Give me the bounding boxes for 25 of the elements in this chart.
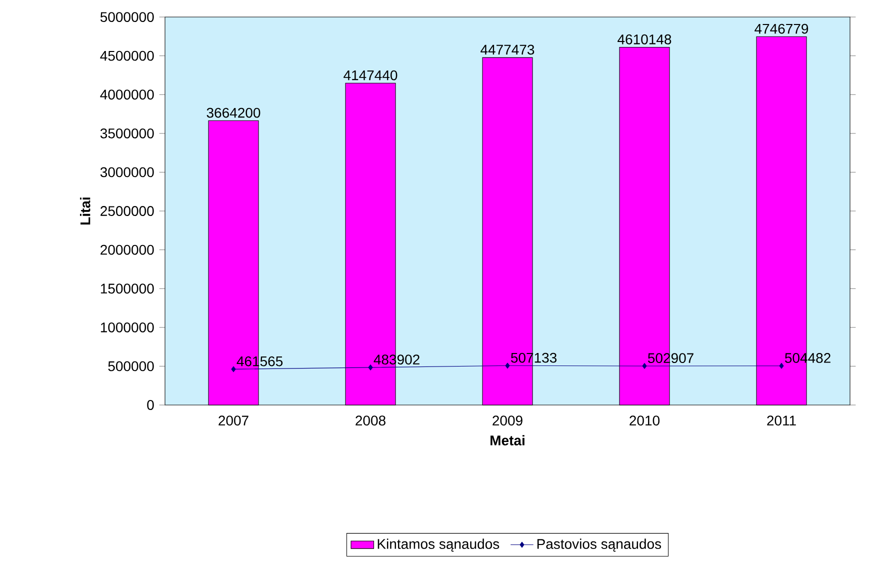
data-label: 3664200 — [206, 108, 260, 118]
y-tick-label: 4500000 — [100, 50, 154, 61]
y-tick-label: 500000 — [108, 361, 154, 372]
y-tick-label: 0 — [147, 400, 154, 410]
x-axis-title: Metai — [490, 435, 524, 446]
y-tick-label: 1500000 — [100, 284, 154, 294]
y-tick-label: 3500000 — [100, 128, 154, 138]
y-tick-label: 4000000 — [100, 90, 154, 100]
y-tick-label: 2000000 — [100, 244, 154, 255]
x-tick-label: 2011 — [767, 416, 796, 426]
x-tick-label: 2007 — [218, 416, 248, 426]
x-tick-label: 2008 — [356, 416, 386, 426]
data-label: 4147440 — [344, 70, 398, 80]
y-tick-label: 2500000 — [100, 206, 154, 216]
data-label: 4610148 — [618, 34, 672, 44]
y-axis-title: Litai — [80, 198, 90, 224]
x-tick-label: 2009 — [492, 416, 522, 426]
x-tick-label: 2010 — [630, 416, 660, 426]
y-tick-label: 1000000 — [100, 322, 154, 332]
data-label: 4477473 — [480, 44, 534, 55]
legend-label: Kintamos sąnaudos — [378, 538, 500, 552]
y-tick-label: 3000000 — [100, 167, 154, 178]
data-label: 4746779 — [754, 24, 808, 34]
legend-label: Pastovios sąnaudos — [537, 538, 662, 552]
y-tick-label: 5000000 — [100, 12, 154, 22]
